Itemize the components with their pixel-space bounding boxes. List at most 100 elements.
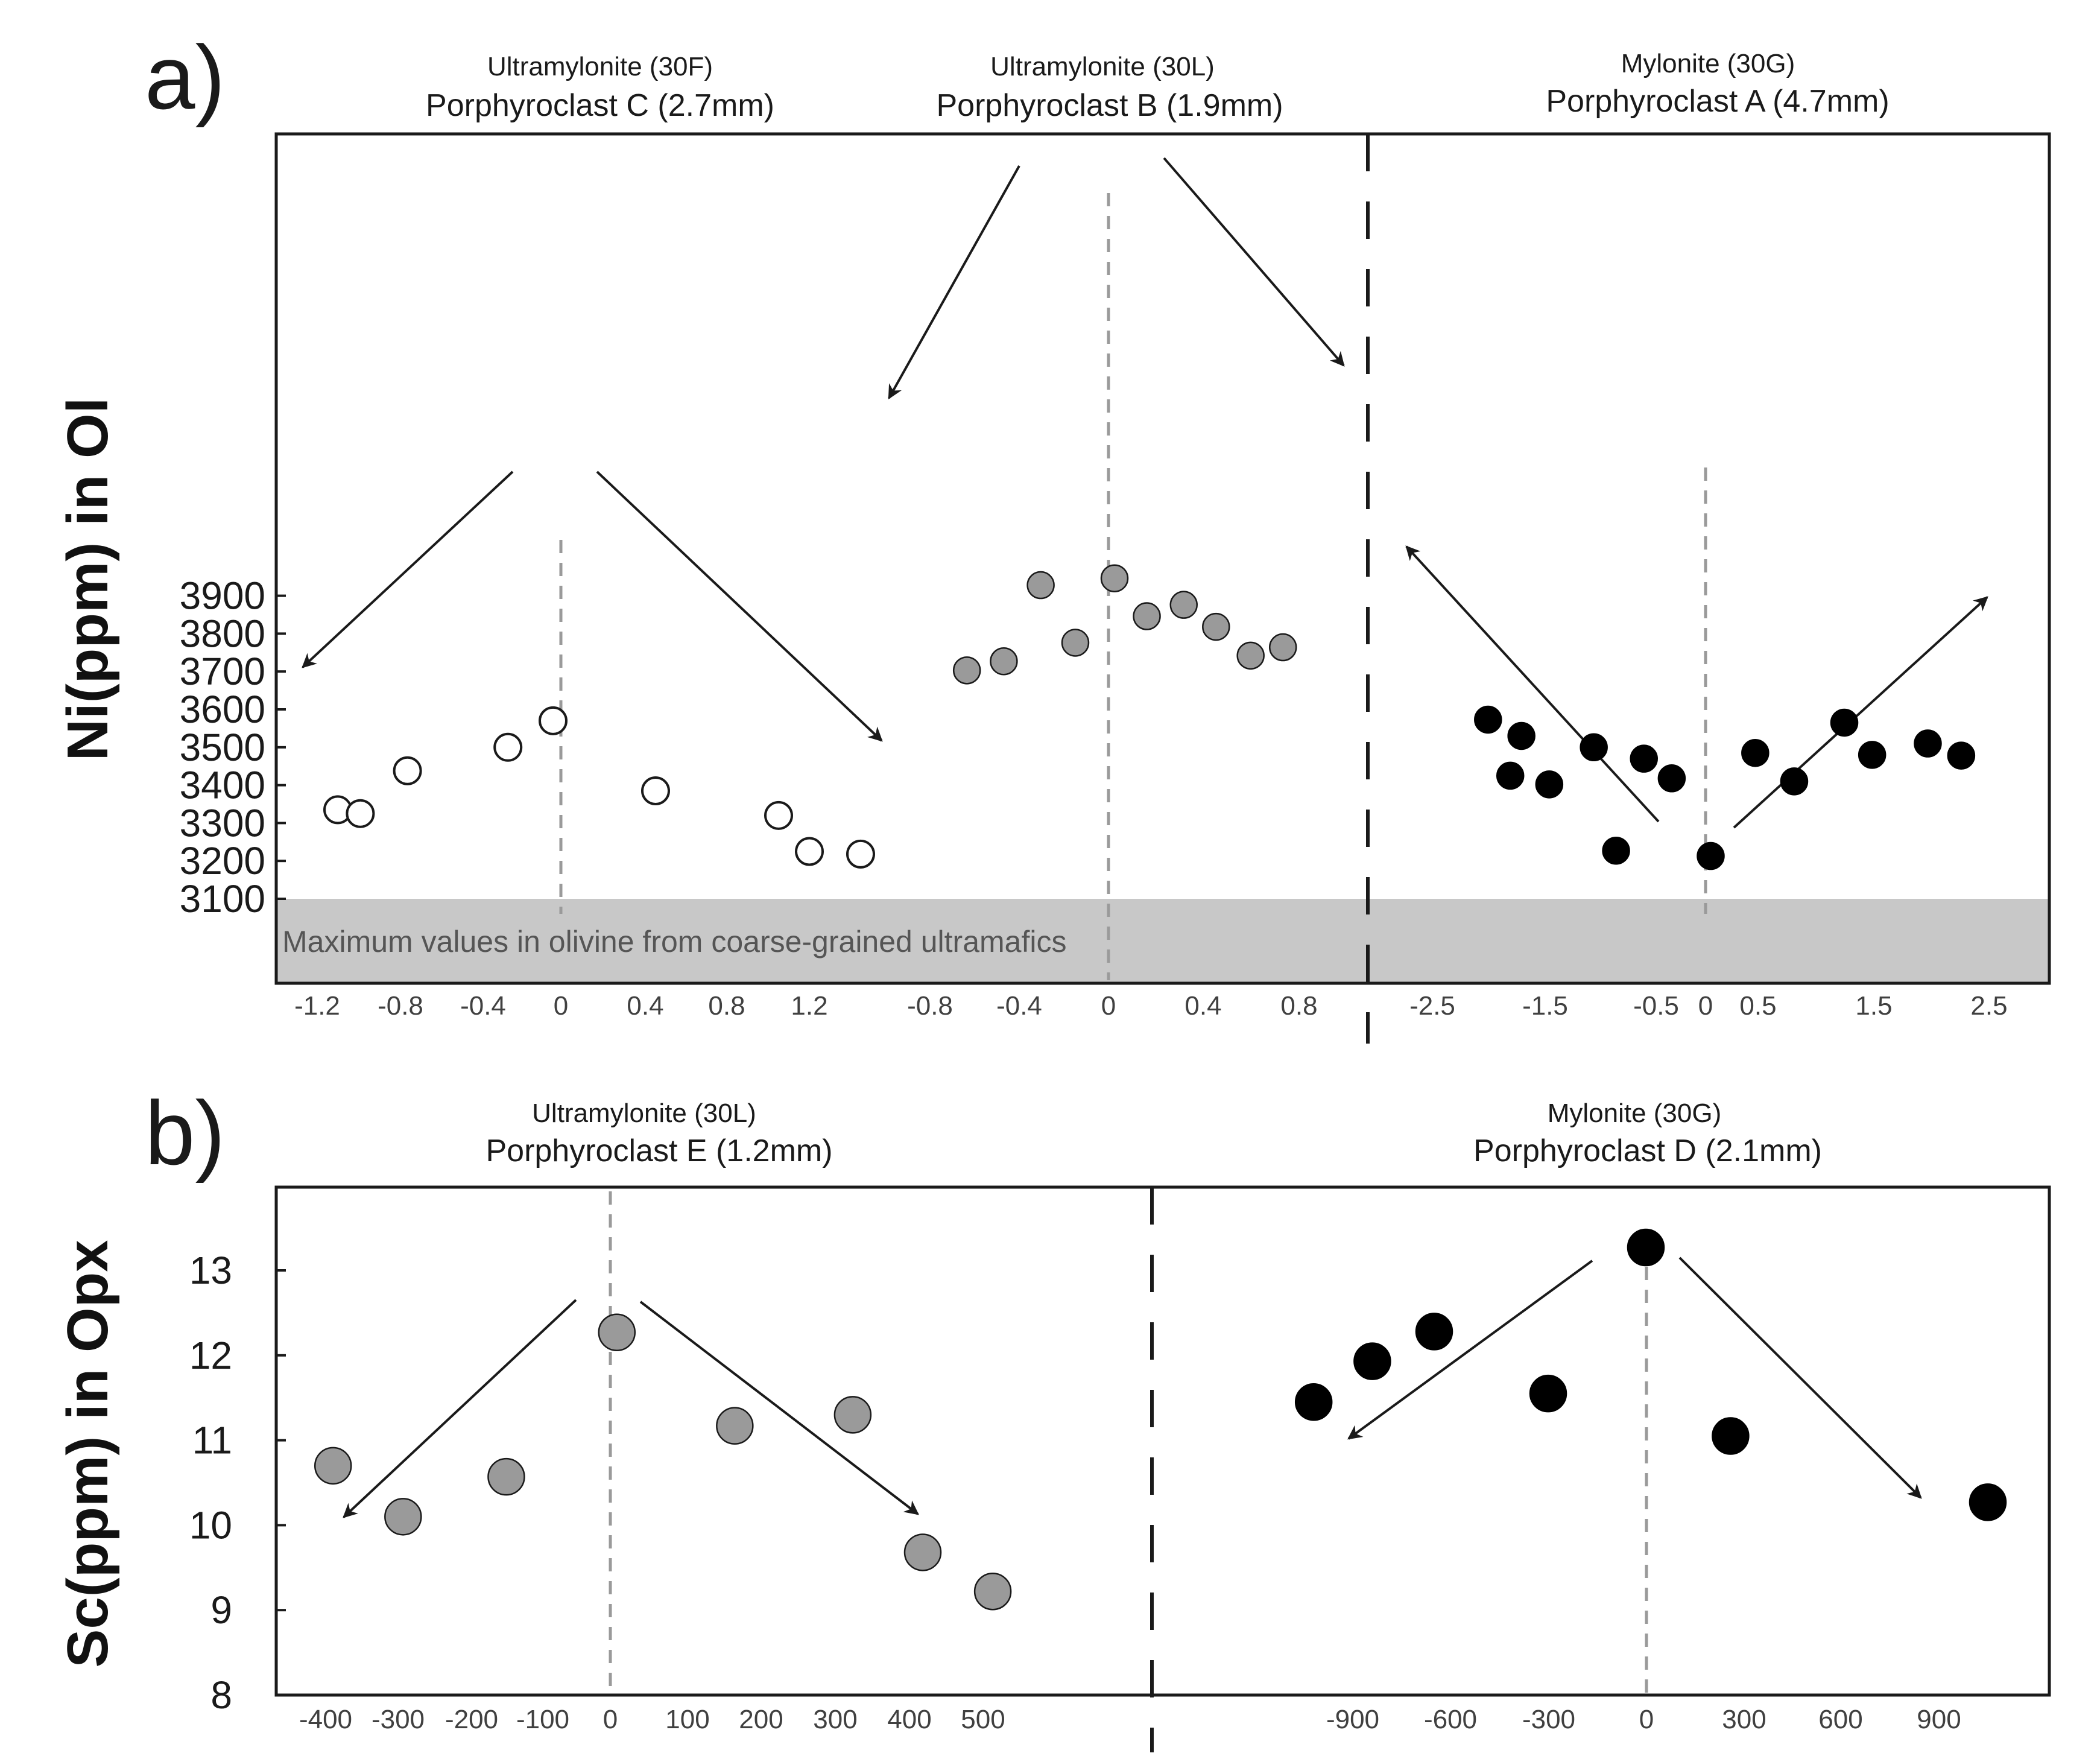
y-tick-label: 3100 <box>180 877 265 921</box>
y-tick-label: 3900 <box>180 574 265 618</box>
section-b-right-arrow <box>1163 157 1345 367</box>
section-e-subtitle: Ultramylonite (30L) <box>532 1098 756 1128</box>
data-point-c <box>346 799 375 828</box>
data-point-a <box>1741 738 1770 767</box>
x-tick-label-e: -100 <box>516 1705 569 1734</box>
data-point-e <box>903 1533 942 1571</box>
data-point-c <box>795 837 824 866</box>
x-tick-label-d: -600 <box>1424 1705 1477 1734</box>
data-point-b <box>1026 571 1055 600</box>
section-e-title: Porphyroclast E (1.2mm) <box>485 1133 832 1168</box>
data-point-c <box>846 839 875 869</box>
data-point-a <box>1474 705 1502 734</box>
x-tick-label-e: 100 <box>665 1705 709 1734</box>
panel-b-yticks: 8 9 10 11 12 13 <box>189 1249 286 1717</box>
data-point-b <box>1100 564 1129 592</box>
data-point-b <box>1061 629 1090 657</box>
data-point-b <box>990 647 1018 676</box>
x-tick-label-d: 600 <box>1818 1705 1862 1734</box>
data-point-a <box>1858 741 1887 769</box>
section-d-right-arrow <box>1678 1257 1922 1499</box>
x-tick-label-e: 0 <box>603 1705 618 1734</box>
x-tick-label-a: 2.5 <box>1970 991 2007 1021</box>
x-tick-label-a: -2.5 <box>1409 991 1455 1021</box>
x-tick-label-a: -1.5 <box>1522 991 1568 1021</box>
data-point-d <box>1969 1483 2007 1521</box>
y-tick-label: 13 <box>189 1249 232 1292</box>
x-tick-label-a: 1.5 <box>1855 991 1892 1021</box>
data-point-a <box>1630 744 1658 773</box>
x-tick-label-a: 0.5 <box>1739 991 1776 1021</box>
x-tick-label-c: 0.4 <box>627 991 663 1021</box>
x-tick-label-d: -300 <box>1522 1705 1575 1734</box>
x-tick-label-a: -0.5 <box>1633 991 1679 1021</box>
y-tick-label: 10 <box>189 1503 232 1547</box>
x-tick-label-d: -900 <box>1326 1705 1379 1734</box>
section-c-right-arrow <box>596 471 883 742</box>
section-d-left-arrow <box>1347 1260 1593 1440</box>
data-point-a <box>1580 733 1608 762</box>
section-a-right-arrow <box>1733 596 1988 829</box>
section-c-left-arrow <box>302 471 514 668</box>
data-point-b <box>1133 602 1161 630</box>
x-tick-label-e: 400 <box>887 1705 931 1734</box>
data-point-a <box>1830 708 1859 737</box>
panel-a-xticks: -1.2 -0.8 -0.4 0 0.4 0.8 1.2 -0.8 -0.4 0 0.4 0.8 -2.… <box>294 991 2008 1021</box>
y-tick-label: 8 <box>210 1673 232 1717</box>
data-point-a <box>1780 767 1809 796</box>
panel-a-points <box>323 564 1976 870</box>
data-point-e <box>487 1457 525 1496</box>
x-tick-label-c: -1.2 <box>294 991 340 1021</box>
x-tick-label-c: 0 <box>554 991 568 1021</box>
shaded-band-label: Maximum values in olivine from coarse-gr… <box>282 925 1066 959</box>
data-point-c <box>641 776 670 806</box>
panel-a-frame <box>274 132 2051 985</box>
x-tick-label-d: 300 <box>1722 1705 1766 1734</box>
x-tick-label-e: -400 <box>299 1705 352 1734</box>
x-tick-label-b: -0.4 <box>996 991 1042 1021</box>
x-tick-label-e: -300 <box>372 1705 425 1734</box>
section-a-left-arrow <box>1405 545 1660 823</box>
x-tick-label-b: 0 <box>1101 991 1116 1021</box>
panel-a: Maximum values in olivine from coarse-gr… <box>180 49 2051 1044</box>
y-tick-label: 9 <box>210 1588 232 1632</box>
data-point-e <box>973 1572 1012 1611</box>
data-point-e <box>716 1407 754 1445</box>
x-tick-label-c: 0.8 <box>708 991 745 1021</box>
section-d-title: Porphyroclast D (2.1mm) <box>1473 1133 1822 1168</box>
section-b-left-arrow <box>888 165 1020 400</box>
data-point-e <box>598 1313 636 1352</box>
y-tick-label: 3400 <box>180 764 265 807</box>
data-point-a <box>1914 729 1942 758</box>
data-point-a <box>1697 841 1725 870</box>
data-point-b <box>952 656 981 685</box>
data-point-e <box>833 1396 872 1434</box>
data-point-a <box>1602 836 1630 865</box>
data-point-c <box>393 756 422 785</box>
section-b-subtitle: Ultramylonite (30L) <box>990 52 1215 81</box>
data-point-d <box>1294 1383 1333 1421</box>
section-c-subtitle: Ultramylonite (30F) <box>487 52 713 81</box>
x-tick-label-e: 500 <box>961 1705 1005 1734</box>
data-point-b <box>1236 641 1265 670</box>
data-point-d <box>1529 1374 1567 1413</box>
x-tick-label-e: -200 <box>445 1705 498 1734</box>
data-point-c <box>764 800 793 830</box>
section-a-subtitle: Mylonite (30G) <box>1621 49 1795 78</box>
data-point-e <box>314 1447 352 1485</box>
panel-b-ylabel: Sc(ppm) in Opx <box>55 1240 120 1667</box>
section-b-title: Porphyroclast B (1.9mm) <box>936 88 1283 123</box>
panel-b-xticks: -400 -300 -200 -100 0 100 200 300 400 500 -900 -600… <box>299 1705 1961 1734</box>
y-tick-label: 3600 <box>180 688 265 731</box>
data-point-b <box>1169 591 1198 619</box>
y-tick-label: 11 <box>192 1419 232 1462</box>
data-point-d <box>1712 1417 1750 1455</box>
x-tick-label-b: -0.8 <box>907 991 953 1021</box>
panel-b-frame <box>274 1185 2051 1697</box>
panel-b-points <box>314 1228 2007 1611</box>
x-tick-label-a: 0 <box>1698 991 1713 1021</box>
data-point-a <box>1507 721 1535 750</box>
panel-a-letter: a) <box>145 27 225 128</box>
